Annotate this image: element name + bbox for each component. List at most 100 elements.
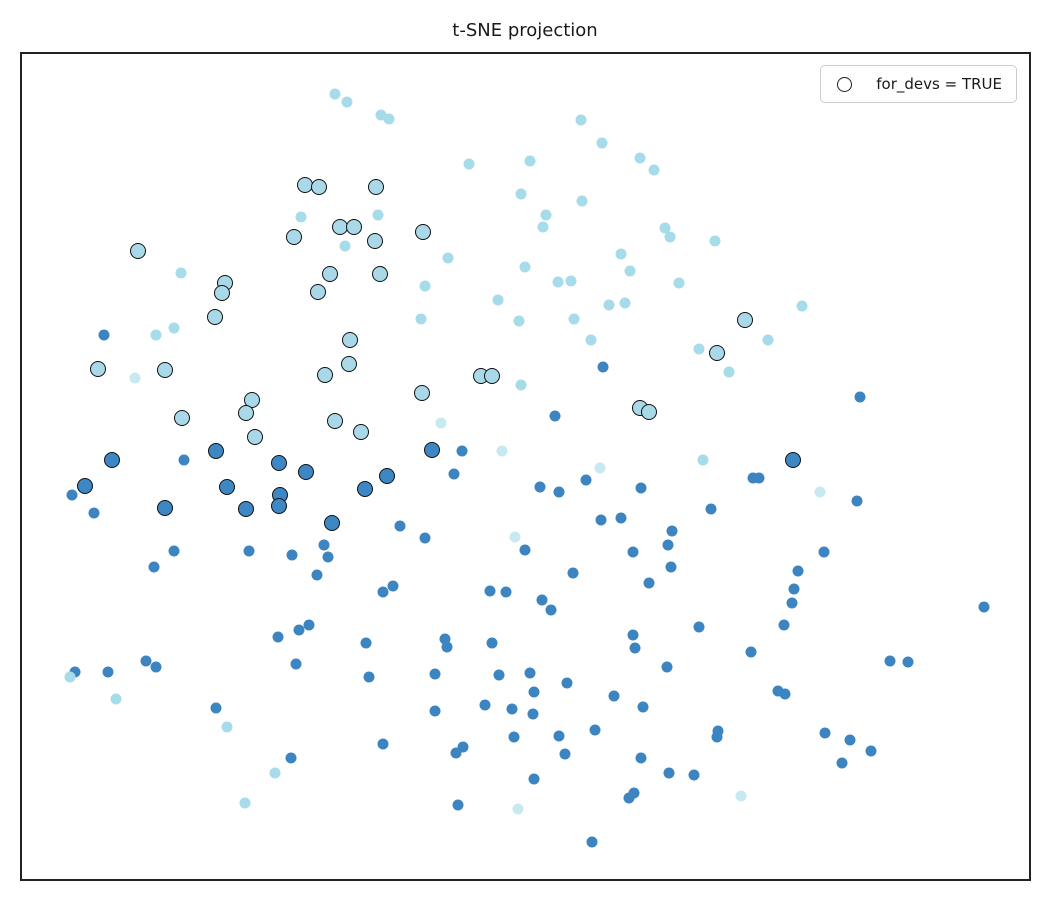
- scatter-point: [978, 601, 990, 613]
- scatter-point: [69, 666, 81, 678]
- scatter-point: [508, 731, 520, 743]
- scatter-point: [709, 235, 721, 247]
- scatter-point: [243, 545, 255, 557]
- scatter-point: [424, 442, 440, 458]
- scatter-point: [452, 799, 464, 811]
- scatter-point: [271, 455, 287, 471]
- scatter-point: [524, 155, 536, 167]
- scatter-point: [705, 503, 717, 515]
- legend: for_devs = TRUE: [820, 65, 1017, 103]
- scatter-point: [98, 329, 110, 341]
- scatter-point: [559, 748, 571, 760]
- scatter-point: [493, 669, 505, 681]
- scatter-point: [851, 495, 863, 507]
- scatter-point: [884, 655, 896, 667]
- scatter-point: [819, 727, 831, 739]
- scatter-point: [661, 661, 673, 673]
- scatter-point: [318, 539, 330, 551]
- scatter-point: [659, 222, 671, 234]
- scatter-point: [818, 546, 830, 558]
- scatter-point: [723, 366, 735, 378]
- scatter-point: [450, 747, 462, 759]
- scatter-point: [524, 667, 536, 679]
- scatter-point: [553, 486, 565, 498]
- scatter-point: [150, 661, 162, 673]
- scatter-point: [372, 209, 384, 221]
- scatter-point: [357, 481, 373, 497]
- scatter-point: [377, 738, 389, 750]
- scatter-point: [341, 356, 357, 372]
- scatter-point: [339, 240, 351, 252]
- scatter-point: [623, 792, 635, 804]
- scatter-point: [178, 454, 190, 466]
- scatter-point: [367, 233, 383, 249]
- scatter-point: [549, 410, 561, 422]
- scatter-point: [552, 276, 564, 288]
- scatter-point: [624, 265, 636, 277]
- scatter-point: [247, 429, 263, 445]
- scatter-point: [619, 297, 631, 309]
- scatter-point: [207, 309, 223, 325]
- scatter-point: [208, 443, 224, 459]
- scatter-point: [788, 583, 800, 595]
- scatter-point: [635, 482, 647, 494]
- scatter-point: [463, 158, 475, 170]
- scatter-point: [66, 489, 78, 501]
- scatter-point: [175, 267, 187, 279]
- scatter-point: [310, 284, 326, 300]
- scatter-point: [298, 464, 314, 480]
- scatter-point: [239, 797, 251, 809]
- scatter-point: [586, 836, 598, 848]
- scatter-point: [688, 769, 700, 781]
- scatter-point: [635, 752, 647, 764]
- scatter-point: [528, 686, 540, 698]
- scatter-point: [269, 767, 281, 779]
- scatter-point: [545, 604, 557, 616]
- scatter-point: [429, 668, 441, 680]
- scatter-point: [368, 179, 384, 195]
- scatter-point: [329, 88, 341, 100]
- scatter-point: [637, 701, 649, 713]
- scatter-point: [484, 585, 496, 597]
- scatter-point: [786, 597, 798, 609]
- scatter-point: [377, 586, 389, 598]
- scatter-point: [157, 362, 173, 378]
- scatter-point: [597, 361, 609, 373]
- scatter-point: [709, 345, 725, 361]
- scatter-point: [379, 468, 395, 484]
- scatter-point: [496, 445, 508, 457]
- scatter-point: [537, 221, 549, 233]
- scatter-point: [664, 231, 676, 243]
- scatter-point: [902, 656, 914, 668]
- scatter-point: [589, 724, 601, 736]
- scatter-point: [360, 637, 372, 649]
- scatter-point: [303, 619, 315, 631]
- scatter-point: [796, 300, 808, 312]
- scatter-point: [865, 745, 877, 757]
- scatter-point: [140, 655, 152, 667]
- scatter-point: [711, 731, 723, 743]
- scatter-point: [693, 343, 705, 355]
- scatter-point: [854, 391, 866, 403]
- scatter-point: [130, 243, 146, 259]
- scatter-point: [219, 479, 235, 495]
- scatter-point: [747, 472, 759, 484]
- scatter-point: [693, 621, 705, 633]
- scatter-point: [673, 277, 685, 289]
- scatter-point: [762, 334, 774, 346]
- scatter-point: [567, 567, 579, 579]
- scatter-point: [561, 677, 573, 689]
- scatter-point: [238, 405, 254, 421]
- scatter-point: [778, 619, 790, 631]
- scatter-point: [576, 195, 588, 207]
- scatter-point: [596, 137, 608, 149]
- scatter-point: [168, 322, 180, 334]
- plot-area: for_devs = TRUE: [20, 52, 1031, 881]
- scatter-point: [594, 462, 606, 474]
- scatter-point: [648, 164, 660, 176]
- scatter-point: [129, 372, 141, 384]
- scatter-point: [150, 329, 162, 341]
- scatter-point: [527, 708, 539, 720]
- scatter-point: [663, 767, 675, 779]
- scatter-point: [324, 515, 340, 531]
